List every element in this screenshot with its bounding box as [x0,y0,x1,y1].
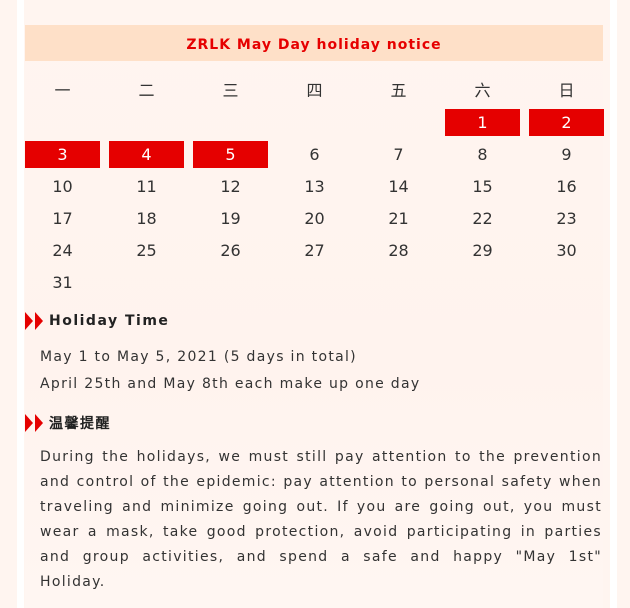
holiday-day: 5 [193,141,268,168]
reminder-heading: 温馨提醒 [25,413,111,433]
arrow-icon [25,414,33,432]
calendar-day: 25 [136,241,157,260]
calendar-day: 18 [136,209,157,228]
section-heading: Holiday Time [49,313,170,329]
calendar-day: 16 [556,177,577,196]
calendar-day: 12 [220,177,241,196]
weekday-header: 一二三四五六日 [25,75,613,107]
calendar-day: 8 [477,145,488,164]
holiday-day: 2 [529,109,604,136]
holiday-day: 1 [445,109,520,136]
calendar-day: 13 [304,177,325,196]
calendar-day: 21 [388,209,409,228]
weekday-label: 四 [306,81,323,100]
weekday-label: 日 [558,81,575,100]
calendar-day: 10 [52,177,73,196]
notice-title: ZRLK May Day holiday notice [25,25,603,61]
calendar-day: 14 [388,177,409,196]
calendar-day: 29 [472,241,493,260]
holiday-day: 3 [25,141,100,168]
calendar: 一二三四五六日 1 2 3 4 5 6 7 8 9 10 11 12 13 14 15 16 17 18 19 20 21… [25,75,613,299]
calendar-week: 17 18 19 20 21 22 23 [25,203,613,235]
right-border [610,0,617,608]
weekday-label: 一 [54,81,71,100]
calendar-day: 26 [220,241,241,260]
calendar-day: 27 [304,241,325,260]
left-border [17,0,24,608]
calendar-day: 15 [472,177,493,196]
section-heading: 温馨提醒 [49,416,111,432]
weekday-label: 五 [390,81,407,100]
arrow-icon [25,312,33,330]
arrow-icon [35,312,43,330]
calendar-day: 7 [393,145,404,164]
calendar-day: 22 [472,209,493,228]
makeup-days: April 25th and May 8th each make up one … [40,376,421,392]
calendar-day: 20 [304,209,325,228]
weekday-label: 六 [474,81,491,100]
calendar-day: 31 [52,273,73,292]
calendar-day: 28 [388,241,409,260]
calendar-day: 17 [52,209,73,228]
calendar-week: 31 [25,267,613,299]
calendar-day: 24 [52,241,73,260]
weekday-label: 二 [138,81,155,100]
weekday-label: 三 [222,81,239,100]
calendar-week: 24 25 26 27 28 29 30 [25,235,613,267]
holiday-dates: May 1 to May 5, 2021 (5 days in total) [40,349,357,365]
calendar-day: 11 [136,177,157,196]
calendar-day: 9 [561,145,572,164]
holiday-day: 4 [109,141,184,168]
reminder-text: During the holidays, we must still pay a… [40,449,602,590]
arrow-icon [35,414,43,432]
calendar-week: 10 11 12 13 14 15 16 [25,171,613,203]
calendar-day: 23 [556,209,577,228]
holiday-time-heading: Holiday Time [25,312,169,330]
calendar-day: 19 [220,209,241,228]
calendar-day: 6 [309,145,320,164]
calendar-day: 30 [556,241,577,260]
